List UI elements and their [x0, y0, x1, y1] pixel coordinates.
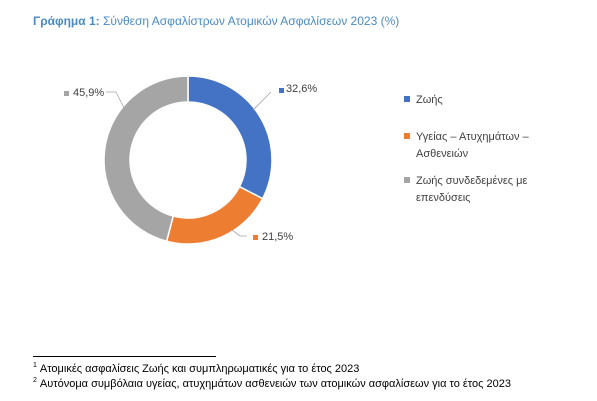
data-label-unit-linked: 45,9% [73, 87, 104, 99]
footnote-divider [33, 356, 216, 357]
slice-life [187, 75, 273, 200]
leader-line-life [252, 91, 272, 111]
leader-line-health [231, 229, 247, 237]
slice-health [165, 185, 264, 245]
legend-swatch-health [404, 133, 410, 139]
chart-title: Γράφημα 1: Σύνθεση Ασφαλίστρων Ατομικών … [33, 14, 399, 28]
footnote-2: 2 Αυτόνομα συμβόλαια υγείας, ατυχημάτων α… [33, 377, 511, 390]
legend-label-unit-linked: Ζωής συνδεδεμένες με επενδύσεις [416, 175, 528, 204]
data-label-marker-health [253, 235, 258, 240]
chart-title-prefix: Γράφημα 1: [33, 14, 100, 28]
legend-label-life: Ζωής [416, 94, 443, 106]
data-label-marker-life [279, 88, 284, 93]
data-label-marker-unit-linked [64, 91, 69, 96]
legend-label-health: Υγείας – Ατυχημάτων – Ασθενειών [416, 131, 529, 160]
footnote-1-mark: 1 [33, 362, 37, 369]
footnote-1-text: Ατομικές ασφαλίσεις Ζωής και συμπληρωματ… [39, 363, 360, 375]
footnote-1: 1 Ατομικές ασφαλίσεις Ζωής και συμπληρωμα… [33, 362, 360, 375]
chart-title-text: Σύνθεση Ασφαλίστρων Ατομικών Ασφαλίσεων … [103, 14, 400, 28]
legend-swatch-unit-linked [404, 177, 410, 183]
leader-line-unit-linked [106, 91, 125, 109]
legend-item-unit-linked: Ζωής συνδεδεμένες με επενδύσεις [404, 173, 584, 207]
legend-item-health: Υγείας – Ατυχημάτων – Ασθενειών [404, 129, 584, 163]
legend-swatch-life [404, 96, 410, 102]
chart-legend: Ζωής Υγείας – Ατυχημάτων – Ασθενειών Ζωή… [404, 92, 584, 207]
data-label-life: 32,6% [286, 83, 317, 95]
data-label-health: 21,5% [262, 231, 293, 243]
legend-item-life: Ζωής [404, 92, 584, 109]
footnote-2-text: Αυτόνομα συμβόλαια υγείας, ατυχημάτων ασ… [39, 378, 511, 390]
footnote-2-mark: 2 [33, 377, 37, 384]
slice-unit-linked [103, 75, 189, 243]
